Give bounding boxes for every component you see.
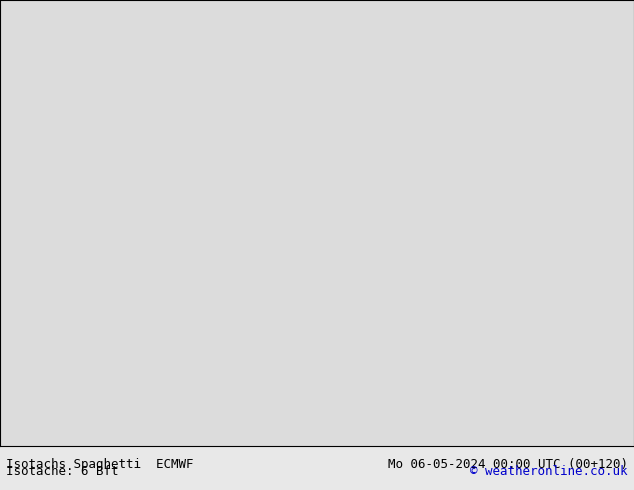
Text: Isotache: 6 Bft: Isotache: 6 Bft [6,465,119,478]
Text: Isotachs Spaghetti  ECMWF: Isotachs Spaghetti ECMWF [6,458,194,471]
Text: Mo 06-05-2024 00:00 UTC (00+120): Mo 06-05-2024 00:00 UTC (00+120) [387,458,628,471]
Text: © weatheronline.co.uk: © weatheronline.co.uk [470,465,628,478]
